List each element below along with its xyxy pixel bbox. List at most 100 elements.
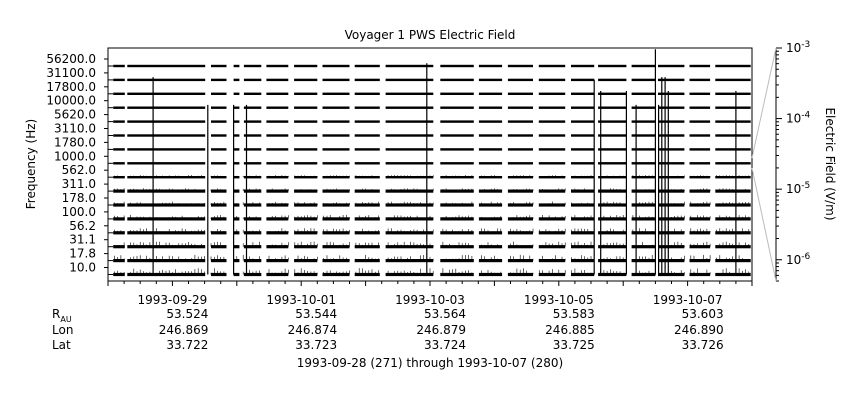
channel-trace-1780.0 [233, 148, 240, 151]
channel-trace-31.1 [113, 245, 125, 249]
freq-tick-label: 178.0 [62, 191, 96, 205]
freq-tick-label: 10.0 [69, 261, 96, 275]
y2-axis-label: Electric Field (V/m) [823, 107, 837, 220]
channel-trace-178.0 [385, 203, 434, 207]
channel-trace-17.8 [322, 259, 350, 263]
channel-trace-31100.0 [385, 78, 434, 82]
ephemeris-value-r: 53.564 [424, 307, 466, 321]
channel-trace-56200.0 [478, 64, 503, 68]
freq-tick-label: 17.8 [69, 247, 96, 261]
channel-trace-31100.0 [631, 78, 656, 82]
channel-trace-17800.0 [233, 92, 240, 95]
channel-trace-3110.0 [440, 134, 474, 137]
channel-trace-3110.0 [243, 134, 262, 137]
channel-trace-56.2 [113, 231, 125, 235]
channel-trace-31.1 [658, 245, 685, 249]
channel-trace-10000.0 [440, 106, 474, 109]
channel-trace-311.0 [266, 189, 289, 193]
channel-trace-3110.0 [658, 134, 685, 137]
channel-trace-10000.0 [211, 106, 227, 109]
channel-trace-5620.0 [354, 120, 380, 123]
channel-trace-1000.0 [478, 162, 503, 165]
channel-trace-1000.0 [598, 162, 627, 165]
channel-trace-1000.0 [689, 162, 711, 165]
channel-trace-311.0 [354, 189, 380, 193]
channel-trace-31.1 [689, 245, 711, 249]
channel-trace-17.8 [211, 259, 227, 263]
channel-trace-10.0 [538, 272, 566, 277]
channel-trace-10000.0 [538, 106, 566, 109]
electric-field-axis: 10-3 10-4 10-5 10-6 [751, 40, 811, 282]
channel-trace-1780.0 [266, 148, 289, 151]
channel-trace-17800.0 [440, 92, 474, 95]
ephemeris-value-lon: 246.879 [416, 323, 466, 337]
channel-trace-17800.0 [127, 92, 206, 95]
channel-trace-1780.0 [478, 148, 503, 151]
channel-trace-100.0 [354, 217, 380, 221]
channel-trace-3110.0 [113, 134, 125, 137]
frequency-axis: 56200.031100.017800.010000.05620.03110.0… [46, 52, 113, 275]
channel-trace-31.1 [243, 245, 262, 249]
channel-trace-31.1 [322, 245, 350, 249]
channel-trace-56.2 [211, 231, 227, 235]
colorbar-connector [751, 47, 777, 282]
channel-trace-5620.0 [322, 120, 350, 123]
channel-trace-5620.0 [507, 120, 533, 123]
channel-trace-56.2 [478, 231, 503, 235]
channel-trace-1000.0 [385, 162, 434, 165]
channel-trace-56200.0 [354, 64, 380, 68]
channel-trace-1000.0 [440, 162, 474, 165]
channel-trace-17800.0 [689, 92, 711, 95]
channel-trace-562.0 [294, 176, 318, 179]
channel-trace-311.0 [211, 189, 227, 193]
channel-trace-100.0 [689, 217, 711, 221]
y2-tick-label: 10-6 [786, 252, 811, 267]
ephemeris-value-r: 53.583 [553, 307, 595, 321]
channel-trace-17800.0 [385, 92, 434, 95]
channel-trace-56200.0 [571, 64, 595, 68]
channel-trace-1780.0 [571, 148, 595, 151]
y2-tick-label: 10-5 [786, 181, 810, 196]
channel-trace-31100.0 [113, 78, 125, 82]
channel-trace-311.0 [689, 189, 711, 193]
channel-trace-311.0 [294, 189, 318, 193]
channel-trace-56200.0 [440, 64, 474, 68]
channel-trace-1780.0 [715, 148, 751, 151]
freq-tick-label: 100.0 [62, 205, 96, 219]
channel-trace-178.0 [266, 203, 289, 207]
channel-trace-17800.0 [571, 92, 595, 95]
channel-trace-1780.0 [689, 148, 711, 151]
ephemeris-row-label: Lat [52, 338, 71, 352]
freq-tick-label: 31100.0 [46, 66, 96, 80]
channel-trace-3110.0 [322, 134, 350, 137]
channel-trace-3110.0 [478, 134, 503, 137]
channel-trace-17800.0 [322, 92, 350, 95]
channel-trace-31100.0 [294, 78, 318, 82]
channel-trace-1000.0 [113, 162, 125, 165]
channel-trace-31.1 [211, 245, 227, 249]
channel-trace-56200.0 [715, 64, 751, 68]
channel-trace-31100.0 [538, 78, 566, 82]
channel-trace-31100.0 [689, 78, 711, 82]
channel-trace-5620.0 [440, 120, 474, 123]
channel-trace-3110.0 [266, 134, 289, 137]
ephemeris-row-label: RAU [52, 307, 72, 324]
channel-trace-56.2 [689, 231, 711, 235]
channel-trace-5620.0 [631, 120, 656, 123]
channel-trace-1780.0 [385, 148, 434, 151]
channel-trace-17.8 [440, 259, 474, 263]
channel-trace-178.0 [440, 203, 474, 207]
channel-trace-56.2 [385, 231, 434, 235]
channel-trace-178.0 [631, 203, 656, 207]
channel-trace-562.0 [354, 176, 380, 179]
channel-trace-56200.0 [598, 64, 627, 68]
channel-trace-31.1 [598, 245, 627, 249]
channel-trace-311.0 [598, 189, 627, 193]
channel-trace-5620.0 [478, 120, 503, 123]
channel-trace-5620.0 [385, 120, 434, 123]
channel-trace-10000.0 [294, 106, 318, 109]
channel-trace-1780.0 [354, 148, 380, 151]
channel-trace-10000.0 [385, 106, 434, 109]
channel-trace-56200.0 [127, 64, 206, 68]
channel-trace-10.0 [631, 272, 656, 277]
